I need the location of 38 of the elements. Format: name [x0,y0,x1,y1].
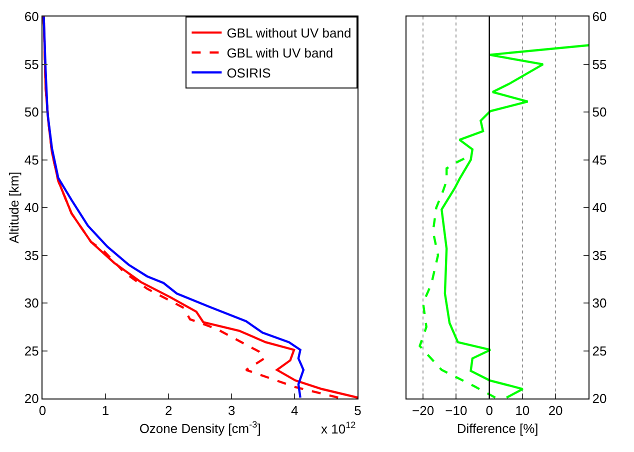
x-tick-label: 4 [291,403,298,418]
line-series [440,44,589,399]
y-tick-label: 40 [592,200,607,216]
y-tick-label: 45 [24,152,39,168]
y-tick-label: 35 [592,248,607,263]
y-tick-label: 25 [592,343,607,358]
legend-label: GBL without UV band [226,26,352,41]
x-tick-label: −10 [445,403,468,418]
x-tick-label: 10 [515,403,530,418]
x-tick-label: 20 [548,403,563,418]
y-tick-label: 55 [592,56,607,72]
y-tick-label: 55 [24,56,39,72]
y-tick-label: 50 [592,104,607,120]
x-axis-title: Difference [%] [456,420,538,436]
y-tick-label: 20 [592,391,607,406]
y-tick-label: 35 [24,248,39,263]
line-series [418,156,496,399]
y-tick-label: 60 [592,9,607,24]
x-tick-label: 0 [38,403,46,418]
x-tick-label: 5 [354,403,362,418]
text: x 10$^{12}$ [321,420,356,436]
x-axis-title: Ozone Density [cm$^{-3}$] [139,419,261,436]
legend-label: GBL with UV band [226,46,334,61]
x-tick-label: −20 [412,403,434,418]
x-tick-label: 1 [102,403,110,418]
x-tick-label: 3 [228,403,236,418]
y-tick-label: 40 [24,200,39,216]
y-tick-label: 60 [24,9,39,24]
y-tick-label: 30 [592,296,607,311]
y-tick-label: 45 [592,152,607,168]
y-tick-label: 20 [24,391,39,406]
y-tick-label: 50 [24,104,39,120]
legend-label: OSIRIS [226,65,272,80]
y-tick-label: 30 [24,296,39,311]
y-axis-title: Altitude [km] [6,172,22,244]
y-tick-label: 25 [24,343,39,358]
x-tick-label: 0 [486,403,493,418]
x-tick-label: 2 [164,403,172,418]
